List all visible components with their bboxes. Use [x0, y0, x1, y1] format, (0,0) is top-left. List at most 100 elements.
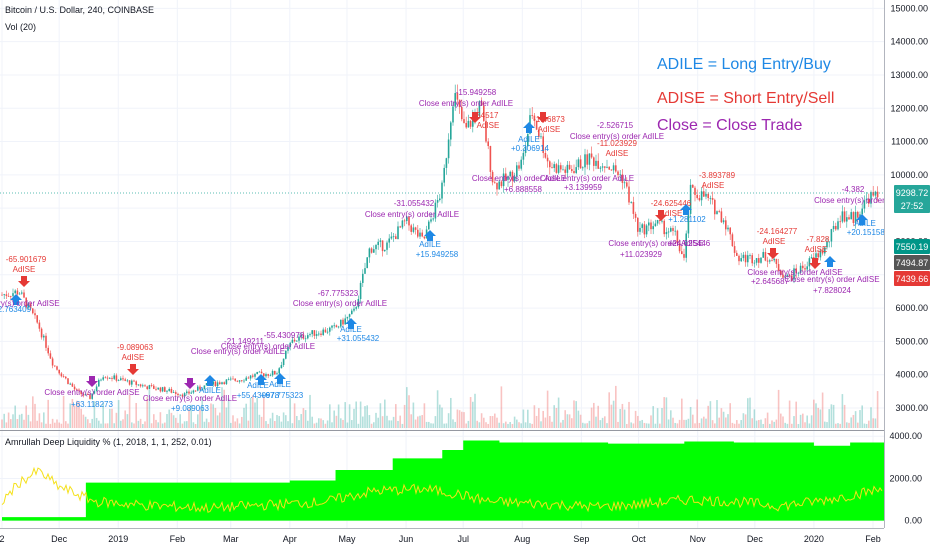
volume-bar [43, 412, 45, 428]
candle-body [307, 335, 309, 339]
volume-bar [846, 422, 848, 428]
volume-bar [474, 393, 476, 428]
volume-bar [14, 405, 16, 428]
volume-bar [230, 422, 232, 428]
candle-body [465, 122, 467, 128]
candle-body [841, 211, 844, 222]
candle-body [397, 226, 399, 240]
candle-body [276, 373, 278, 375]
symbol-title[interactable]: Bitcoin / U.S. Dollar, 240, COINBASE [5, 5, 154, 15]
volume-bar [91, 418, 93, 428]
volume-bar [390, 420, 393, 428]
candle-body [626, 182, 628, 187]
candle-body [472, 116, 474, 127]
candle-body [634, 213, 637, 218]
candle-body [469, 120, 472, 127]
volume-bar [227, 398, 230, 428]
candle-body [126, 380, 129, 382]
candle-body [148, 385, 151, 389]
candle-body [95, 386, 98, 392]
candle-body [60, 373, 63, 377]
svg-text:AdISE: AdISE [538, 125, 561, 134]
volume-bar [733, 423, 736, 428]
volume-bar [386, 415, 388, 428]
candle-body [289, 342, 291, 347]
volume-bar [824, 421, 826, 428]
candle-body [709, 198, 712, 199]
volume-bar [282, 412, 285, 428]
volume-bar [650, 415, 652, 428]
volume-bar [150, 423, 153, 428]
candle-body [447, 139, 450, 159]
candle-body [414, 227, 417, 230]
candle-body [489, 146, 492, 172]
indicator-scale-ticks: 0.00 2000.00 4000.00 [889, 431, 922, 525]
volume-bar [29, 421, 32, 428]
candle-body [368, 248, 371, 258]
volume-bar [538, 408, 540, 428]
volume-bar [758, 420, 760, 428]
candle-body [188, 391, 190, 394]
candle-body [430, 219, 432, 222]
time-tick-label: Mar [223, 534, 239, 544]
volume-bar [507, 423, 509, 428]
candle-body [62, 376, 65, 378]
candle-body [590, 153, 593, 158]
volume-bar [56, 419, 58, 428]
candle-body [201, 389, 203, 391]
volume-bar [384, 399, 386, 428]
candle-body [793, 268, 795, 280]
candle-body [137, 384, 140, 386]
volume-bar [80, 408, 82, 428]
volume-bar [612, 400, 615, 428]
candle-body [791, 275, 793, 280]
volume-bar [425, 421, 428, 428]
volume-bar [491, 416, 494, 428]
candle-body [34, 313, 36, 316]
volume-bar [529, 423, 531, 428]
volume-bar [142, 423, 144, 428]
volume-bar [67, 423, 69, 428]
volume-bar [841, 394, 844, 428]
candle-body [87, 394, 89, 395]
volume-bar [432, 423, 434, 428]
volume-bar [665, 397, 668, 428]
candle-body [80, 390, 82, 395]
time-tick-label: Nov [690, 534, 707, 544]
candle-body [689, 184, 692, 214]
volume-bar [872, 418, 874, 428]
candle-body [731, 234, 734, 247]
volume-label[interactable]: Vol (20) [5, 22, 36, 32]
volume-bar [681, 398, 683, 428]
volume-bar [791, 423, 793, 428]
volume-bar [472, 401, 474, 428]
trade-signals: -65.901679 AdISE +2.763409 Close entry(s… [0, 88, 896, 413]
volume-bar [7, 412, 10, 428]
close-signal: -15.949258 [456, 88, 497, 97]
candle-body [705, 193, 707, 197]
candle-body [808, 258, 811, 267]
indicator-pane[interactable] [0, 432, 891, 527]
candle-body [139, 384, 142, 387]
volume-bar [450, 397, 452, 428]
volume-bar [128, 394, 131, 428]
candle-body [227, 379, 230, 380]
candle-body [874, 191, 877, 196]
volume-bar [417, 416, 419, 428]
volume-bar [221, 387, 223, 428]
volume-bar [157, 422, 159, 428]
volume-bar [124, 410, 126, 428]
close-signal: Close entry(s) order AdILE [540, 174, 634, 183]
time-axis[interactable] [0, 528, 932, 550]
candle-body [436, 200, 439, 203]
volume-bar [408, 395, 410, 428]
candle-body [859, 214, 861, 218]
candle-body [815, 253, 817, 258]
candle-body [513, 176, 516, 181]
long-signal [824, 256, 836, 267]
volume-bar [238, 423, 241, 428]
svg-text:AdISE: AdISE [477, 121, 500, 130]
liquidity-line [1, 466, 883, 513]
indicator-label[interactable]: Amrullah Deep Liquidity % (1, 2018, 1, 1… [5, 437, 212, 447]
volume-bar [590, 407, 593, 428]
